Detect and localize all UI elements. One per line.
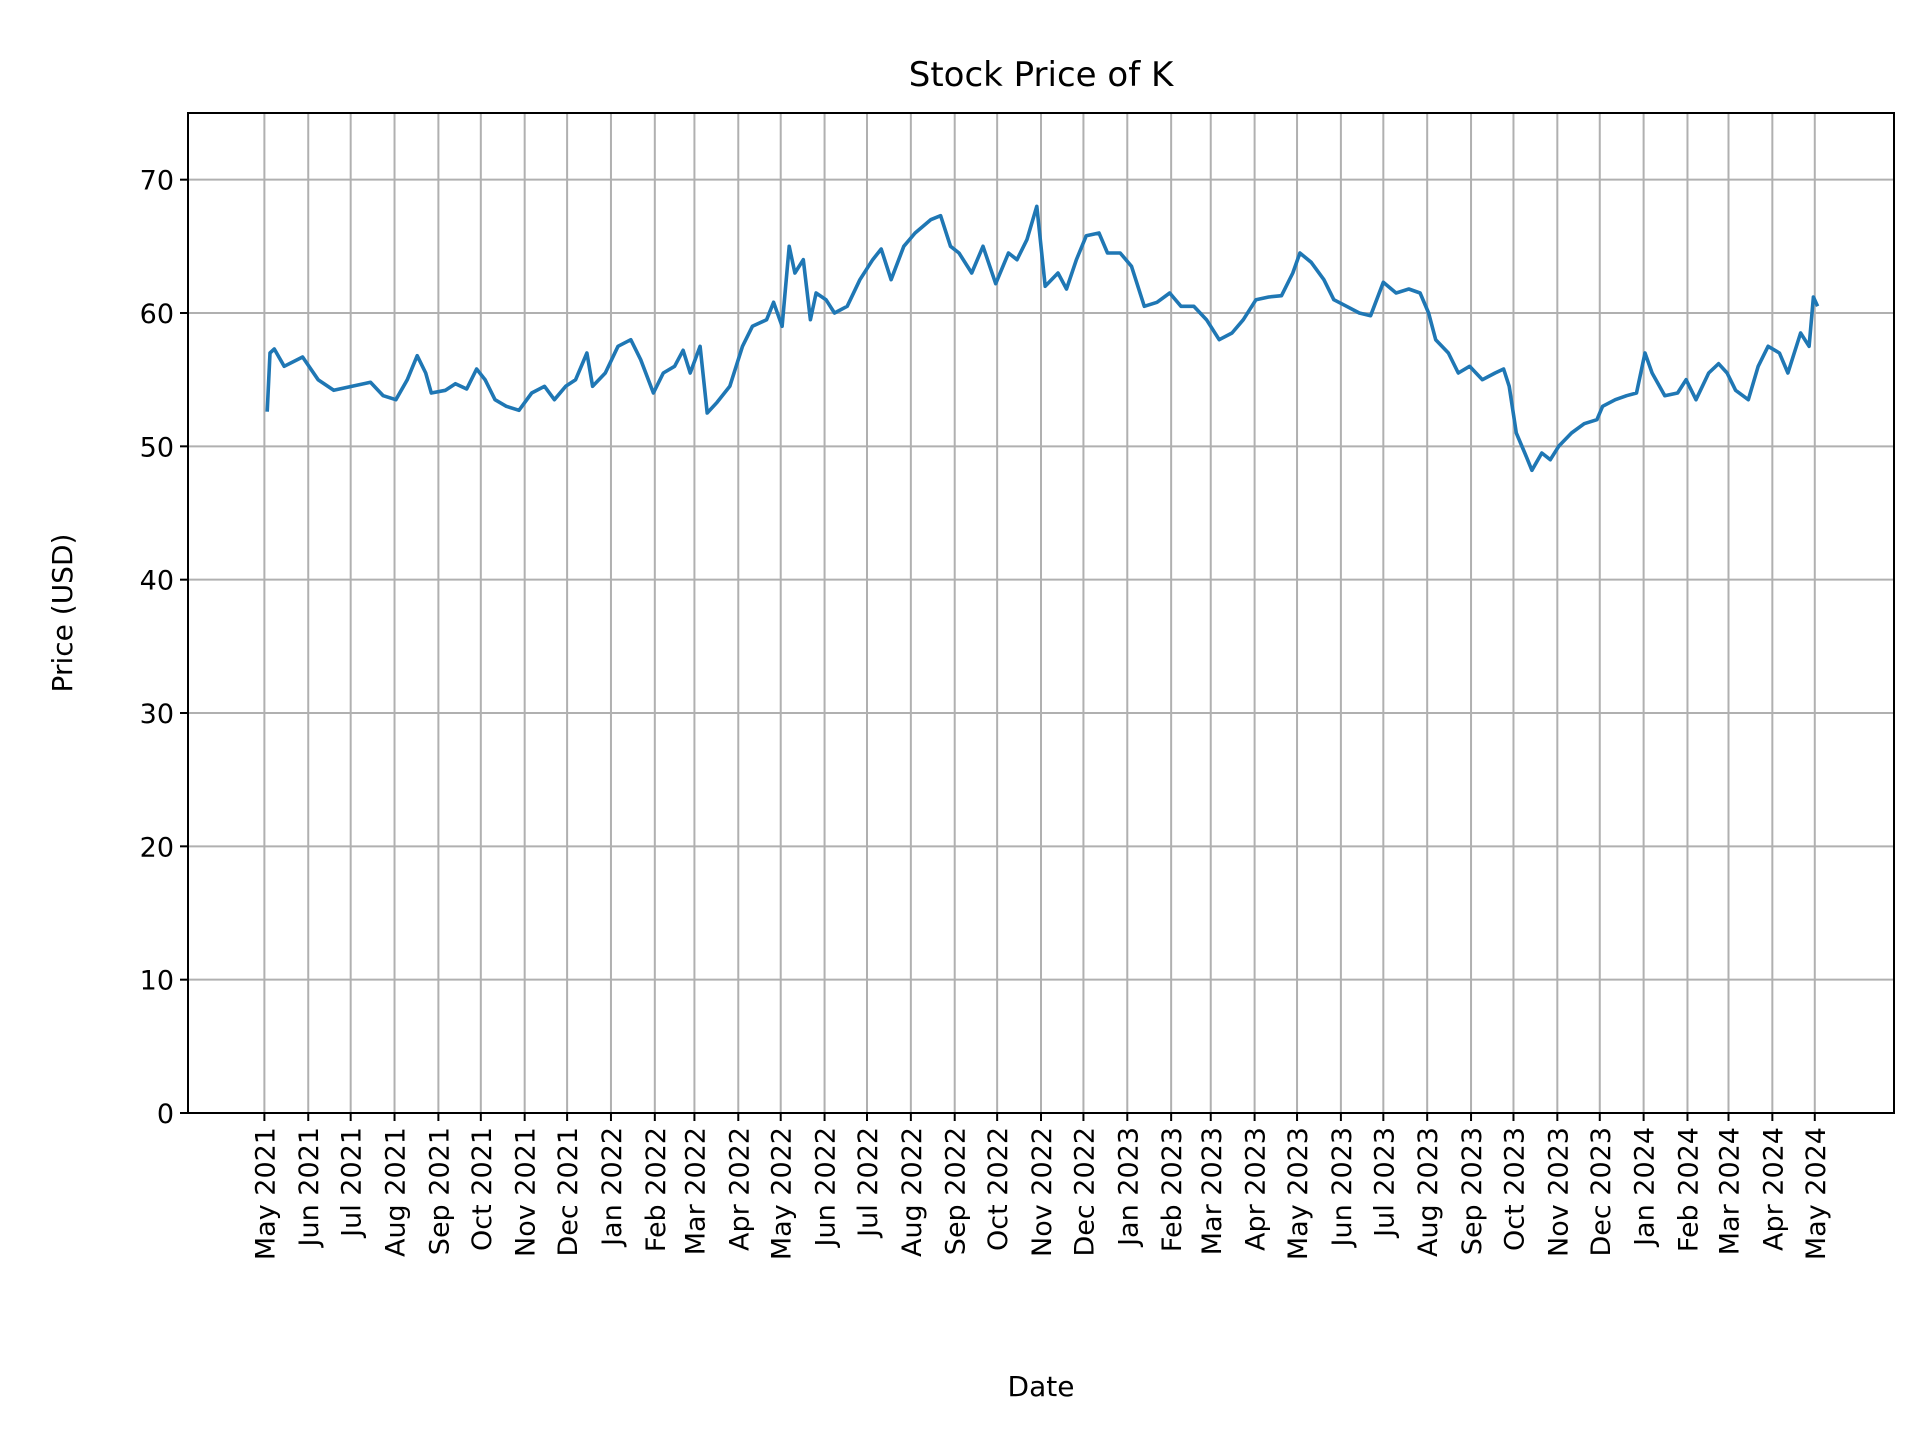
x-tick-label: Nov 2022 [1027,1127,1058,1257]
x-tick-label: Sep 2023 [1457,1127,1488,1255]
y-tick-label: 20 [140,832,174,863]
y-tick-label: 0 [157,1099,174,1130]
x-tick-label: Feb 2024 [1673,1127,1704,1252]
y-tick-label: 10 [140,966,174,997]
x-tick-label: Sep 2022 [941,1127,972,1255]
x-tick-label: Sep 2021 [424,1127,455,1255]
x-tick-label: Jun 2021 [294,1127,325,1248]
chart-title: Stock Price of K [909,55,1175,95]
series-layer [265,204,1820,473]
x-tick-label: Aug 2021 [381,1127,412,1257]
x-tick-label: Oct 2023 [1499,1127,1530,1251]
x-tick-label: Jul 2021 [337,1127,368,1239]
x-tick-label: Mar 2023 [1197,1127,1228,1255]
x-tick-label: Feb 2022 [641,1127,672,1252]
y-tick-label: 60 [140,299,174,330]
x-tick-label: Apr 2023 [1241,1127,1272,1251]
x-tick-label: May 2022 [767,1127,798,1260]
x-tick-label: Mar 2024 [1714,1127,1745,1255]
x-tick-label: Jun 2023 [1327,1127,1358,1248]
x-axis: May 2021 Jun 2021 Jul 2021 Aug 2021 Sep 2021… [250,1113,1832,1260]
x-tick-label: Jul 2022 [853,1127,884,1239]
x-tick-label: Mar 2022 [680,1127,711,1255]
price-line [265,204,1820,473]
x-tick-label: Jun 2022 [811,1127,842,1248]
x-tick-label: Feb 2023 [1157,1127,1188,1252]
x-tick-label: Jan 2022 [597,1127,628,1248]
x-tick-label: Dec 2022 [1069,1127,1100,1257]
y-tick-label: 40 [140,566,174,597]
y-axis: 0 10 20 30 40 50 60 70 [140,166,188,1130]
x-tick-label: May 2021 [250,1127,281,1260]
x-tick-label: Nov 2021 [511,1127,542,1257]
x-tick-label: Jan 2024 [1630,1127,1661,1248]
y-tick-label: 30 [140,699,174,730]
x-axis-label: Date [1008,1370,1075,1403]
x-tick-label: Dec 2023 [1586,1127,1617,1257]
x-tick-label: Aug 2023 [1413,1127,1444,1257]
y-tick-label: 50 [140,432,174,463]
x-tick-label: Dec 2021 [553,1127,584,1257]
x-tick-label: Apr 2024 [1758,1127,1789,1251]
x-tick-label: Jul 2023 [1369,1127,1400,1239]
y-axis-label: Price (USD) [46,534,79,693]
grid [188,113,1894,1114]
x-tick-label: Apr 2022 [724,1127,755,1251]
x-tick-label: Aug 2022 [897,1127,928,1257]
x-tick-label: Jan 2023 [1113,1127,1144,1248]
x-tick-label: May 2024 [1801,1127,1832,1260]
x-tick-label: Oct 2022 [983,1127,1014,1251]
y-tick-label: 70 [140,166,174,197]
x-tick-label: Nov 2023 [1543,1127,1574,1257]
x-tick-label: Oct 2021 [467,1127,498,1251]
x-tick-label: May 2023 [1283,1127,1314,1260]
